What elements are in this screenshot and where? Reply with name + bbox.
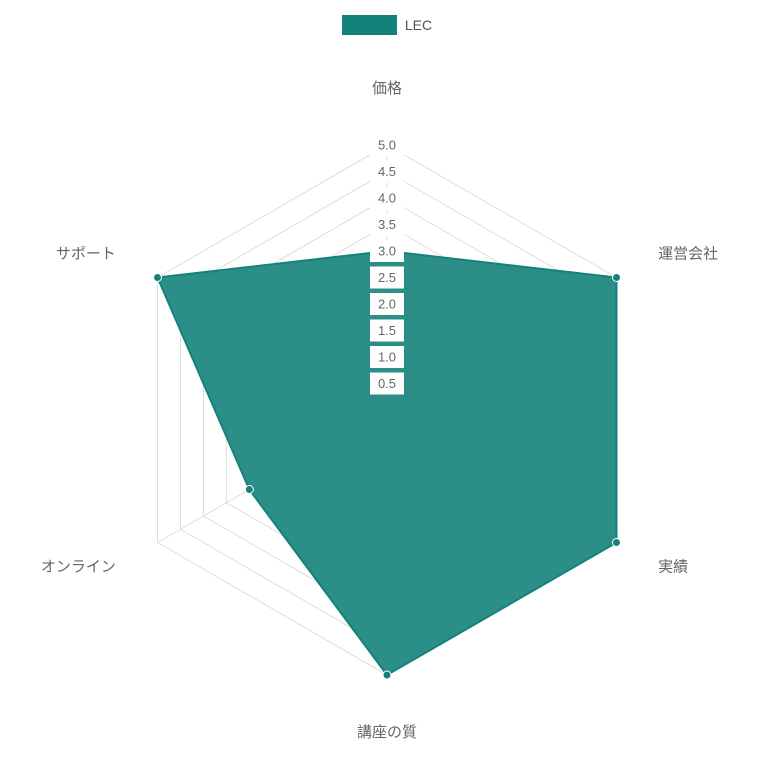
- tick-label: 0.5: [378, 376, 396, 391]
- tick-label: 1.5: [378, 323, 396, 338]
- axis-label: 実績: [658, 559, 688, 576]
- data-point: [612, 539, 620, 547]
- axis-label: 価格: [372, 80, 402, 97]
- radar-chart: 0.5 1.0 1.5 2.0 2.5 3.0 3.5 4.0 4.5 5.0 価格運営会社実績講座…: [0, 50, 774, 774]
- legend-item: LEC: [342, 15, 432, 35]
- tick-label: 5.0: [378, 137, 396, 152]
- legend: LEC: [0, 15, 774, 40]
- data-point: [154, 274, 162, 282]
- radar-svg: 0.5 1.0 1.5 2.0 2.5 3.0 3.5 4.0 4.5 5.0 価格運営会社実績講座…: [0, 50, 774, 774]
- tick-label: 2.5: [378, 270, 396, 285]
- tick-label: 2.0: [378, 296, 396, 311]
- legend-label: LEC: [405, 17, 432, 33]
- legend-swatch: [342, 15, 397, 35]
- data-point: [383, 671, 391, 679]
- tick-label: 3.5: [378, 217, 396, 232]
- data-point: [612, 274, 620, 282]
- axis-label: 講座の質: [357, 723, 417, 741]
- tick-label: 3.0: [378, 243, 396, 258]
- tick-label: 4.5: [378, 164, 396, 179]
- tick-label: 1.0: [378, 349, 396, 364]
- axis-label: オンライン: [41, 559, 116, 576]
- axis-label: サポート: [56, 246, 116, 263]
- tick-label: 4.0: [378, 190, 396, 205]
- axis-label: 運営会社: [658, 246, 718, 263]
- data-point: [245, 486, 253, 494]
